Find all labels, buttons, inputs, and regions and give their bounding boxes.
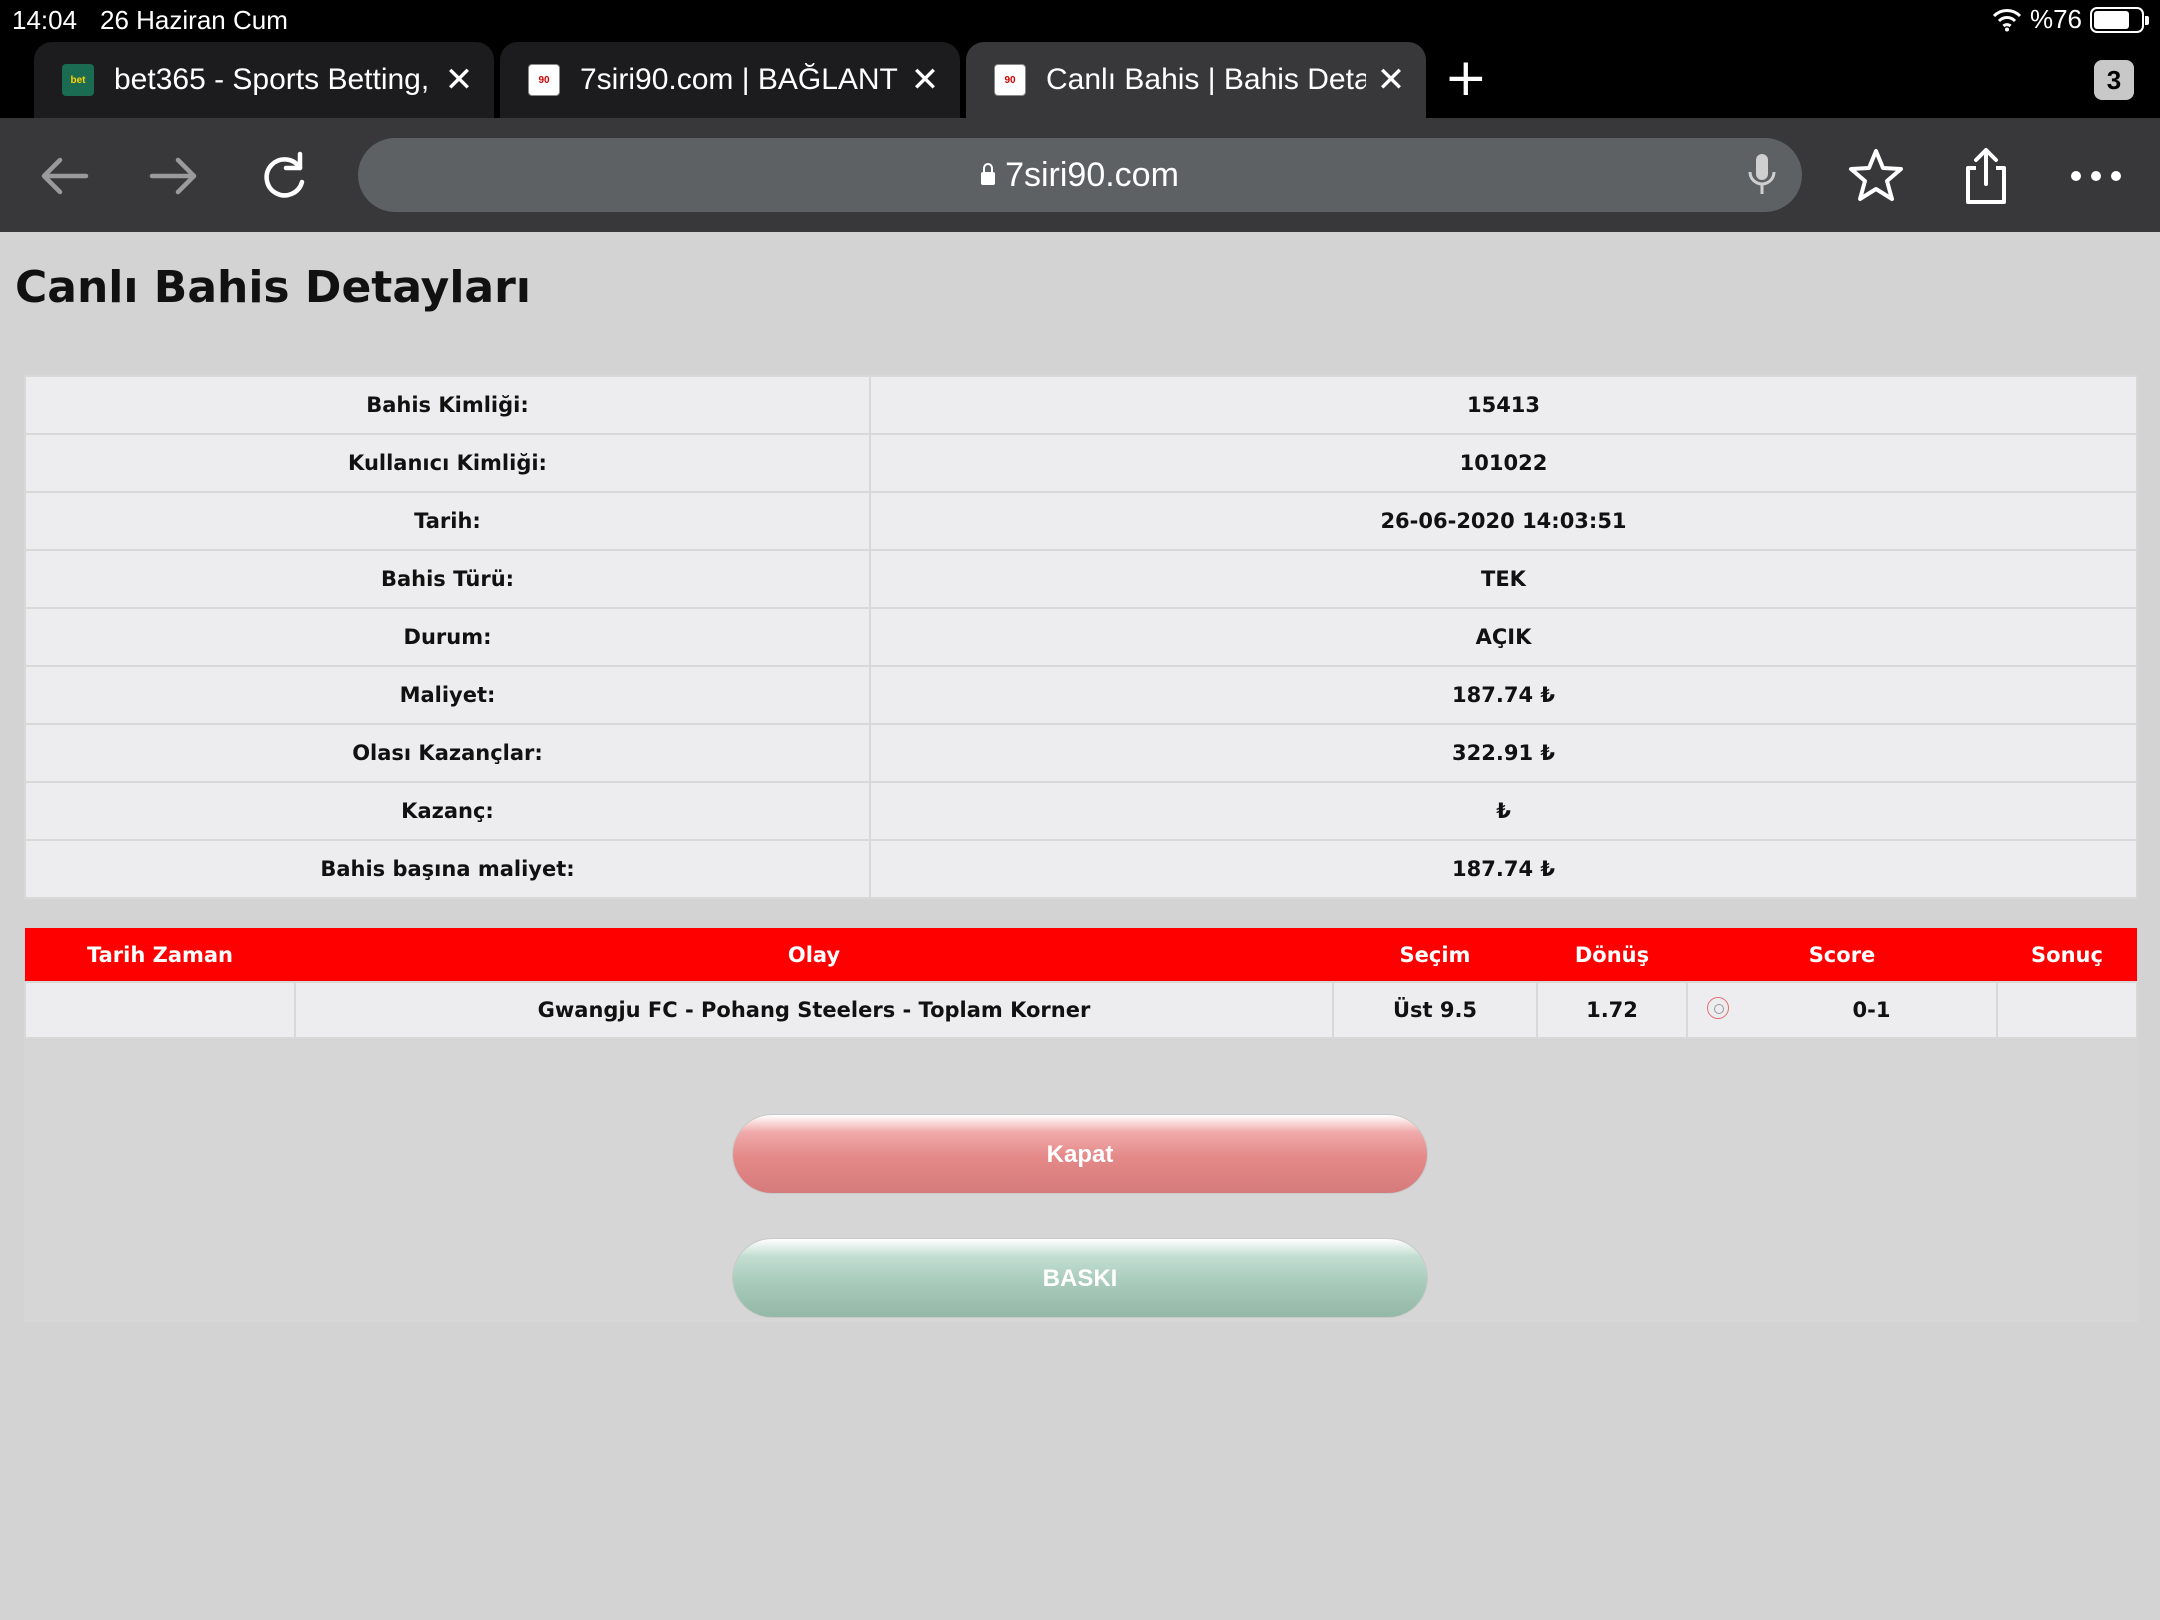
details-row: Kazanç: ₺ <box>24 781 2138 841</box>
details-label: Tarih: <box>24 491 871 551</box>
cell-event: Gwangju FC - Pohang Steelers - Toplam Ko… <box>294 981 1334 1039</box>
browser-toolbar: 7siri90.com <box>0 118 2160 232</box>
live-indicator-icon <box>1706 996 1729 1019</box>
details-label: Olası Kazançlar: <box>24 723 871 783</box>
more-options-icon[interactable] <box>2066 146 2126 206</box>
cell-date-time <box>24 981 296 1039</box>
tab-count-button[interactable]: 3 <box>2094 60 2134 100</box>
table-header-row: Tarih Zaman Olay Seçim Dönüş Score Sonuç <box>25 928 2137 982</box>
tab-7siri90[interactable]: 90 7siri90.com | BAĞLANTI ✕ <box>500 42 960 118</box>
cell-live-indicator <box>1686 981 1747 1039</box>
details-row: Bahis Kimliği: 15413 <box>24 375 2138 435</box>
tab-strip: bet bet365 - Sports Betting, ✕ 90 7siri9… <box>0 38 2160 118</box>
battery-icon <box>2090 6 2149 33</box>
bookmark-star-icon[interactable] <box>1846 146 1906 206</box>
col-header-event: Olay <box>295 928 1333 982</box>
bet-selections-table: Tarih Zaman Olay Seçim Dönüş Score Sonuç… <box>24 928 2138 1039</box>
details-label: Bahis başına maliyet: <box>24 839 871 899</box>
7siri90-favicon-icon: 90 <box>994 64 1026 96</box>
battery-percent: %76 <box>2029 4 2082 34</box>
col-header-odds: Dönüş <box>1537 928 1687 982</box>
col-header-selection: Seçim <box>1333 928 1537 982</box>
cell-selection: Üst 9.5 <box>1332 981 1538 1039</box>
details-label: Durum: <box>24 607 871 667</box>
close-tab-icon[interactable]: ✕ <box>910 61 940 99</box>
status-date: 26 Haziran Cum <box>100 5 288 35</box>
details-value: 26-06-2020 14:03:51 <box>869 491 2138 551</box>
cell-result <box>1996 981 2138 1039</box>
details-row: Maliyet: 187.74 ₺ <box>24 665 2138 725</box>
details-label: Kazanç: <box>24 781 871 841</box>
col-header-score: Score <box>1687 928 1997 982</box>
tab-title: bet365 - Sports Betting, <box>114 63 430 96</box>
7siri90-favicon-icon: 90 <box>528 64 560 96</box>
details-label: Bahis Türü: <box>24 549 871 609</box>
forward-arrow-icon[interactable] <box>144 146 204 206</box>
wifi-icon <box>1992 8 2022 31</box>
details-value: 187.74 ₺ <box>869 839 2138 899</box>
table-row: Gwangju FC - Pohang Steelers - Toplam Ko… <box>24 981 2138 1039</box>
details-row: Bahis Türü: TEK <box>24 549 2138 609</box>
details-value: TEK <box>869 549 2138 609</box>
details-value: 15413 <box>869 375 2138 435</box>
tab-title: 7siri90.com | BAĞLANTI <box>580 63 900 96</box>
status-bar: 14:04 26 Haziran Cum %76 <box>0 0 2160 38</box>
details-row: Tarih: 26-06-2020 14:03:51 <box>24 491 2138 551</box>
details-value: 187.74 ₺ <box>869 665 2138 725</box>
details-row: Kullanıcı Kimliği: 101022 <box>24 433 2138 493</box>
details-label: Kullanıcı Kimliği: <box>24 433 871 493</box>
new-tab-button[interactable]: + <box>1444 48 1488 108</box>
close-tab-icon[interactable]: ✕ <box>1376 61 1406 99</box>
url-text: 7siri90.com <box>1005 155 1179 194</box>
reload-icon[interactable] <box>254 146 314 206</box>
bet-details-table: Bahis Kimliği: 15413 Kullanıcı Kimliği: 10… <box>24 375 2138 899</box>
details-value: 101022 <box>869 433 2138 493</box>
lock-icon <box>981 162 996 185</box>
address-bar[interactable]: 7siri90.com <box>358 138 1802 212</box>
close-button[interactable]: Kapat <box>732 1114 1428 1194</box>
cell-odds: 1.72 <box>1536 981 1688 1039</box>
details-label: Maliyet: <box>24 665 871 725</box>
details-value: 322.91 ₺ <box>869 723 2138 783</box>
status-time: 14:04 <box>12 5 78 35</box>
print-button[interactable]: BASKI <box>732 1238 1428 1318</box>
details-row: Durum: AÇIK <box>24 607 2138 667</box>
share-icon[interactable] <box>1956 146 2016 206</box>
microphone-icon[interactable] <box>1742 152 1782 198</box>
page-title: Canlı Bahis Detayları <box>15 262 531 313</box>
tab-bet365[interactable]: bet bet365 - Sports Betting, ✕ <box>34 42 494 118</box>
status-right: %76 <box>1992 4 2149 35</box>
details-value: ₺ <box>869 781 2138 841</box>
close-tab-icon[interactable]: ✕ <box>444 61 474 99</box>
cell-score: 0-1 <box>1747 981 1998 1039</box>
details-value: AÇIK <box>869 607 2138 667</box>
action-buttons-area: Kapat BASKI <box>24 1040 2138 1322</box>
tab-title: Canlı Bahis | Bahis Detay <box>1046 63 1366 96</box>
details-row: Bahis başına maliyet: 187.74 ₺ <box>24 839 2138 899</box>
back-arrow-icon[interactable] <box>34 146 94 206</box>
col-header-result: Sonuç <box>1997 928 2137 982</box>
tab-canli-bahis[interactable]: 90 Canlı Bahis | Bahis Detay ✕ <box>966 42 1426 118</box>
details-label: Bahis Kimliği: <box>24 375 871 435</box>
col-header-date-time: Tarih Zaman <box>25 928 295 982</box>
details-row: Olası Kazançlar: 322.91 ₺ <box>24 723 2138 783</box>
bet365-favicon-icon: bet <box>62 64 94 96</box>
